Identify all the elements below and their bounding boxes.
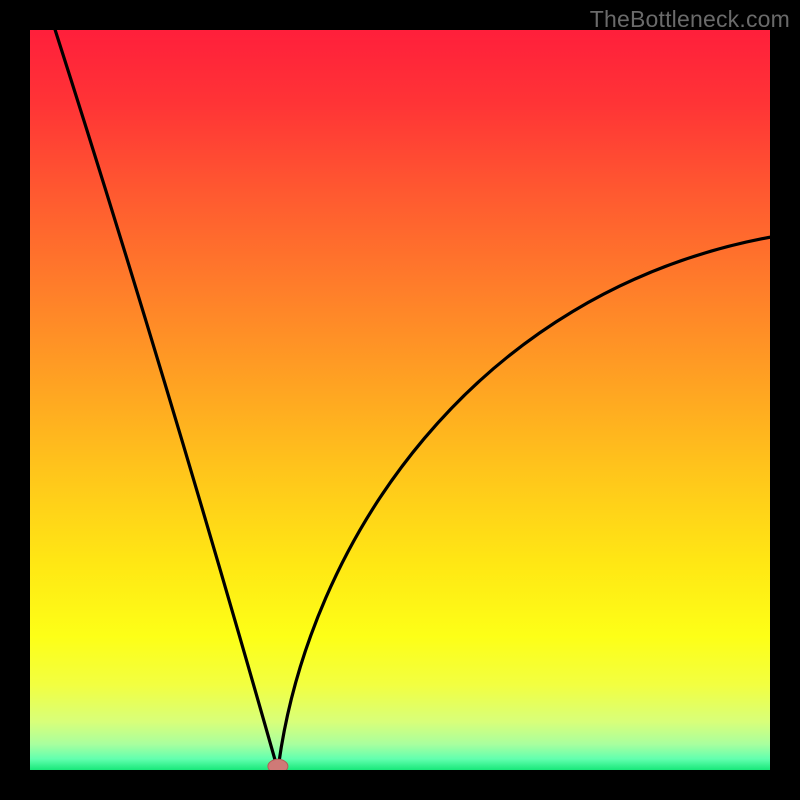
watermark-text: TheBottleneck.com [590, 6, 790, 33]
optimal-point-marker [268, 759, 288, 770]
bottleneck-plot [30, 30, 770, 770]
plot-background [30, 30, 770, 770]
chart-container: TheBottleneck.com [0, 0, 800, 800]
